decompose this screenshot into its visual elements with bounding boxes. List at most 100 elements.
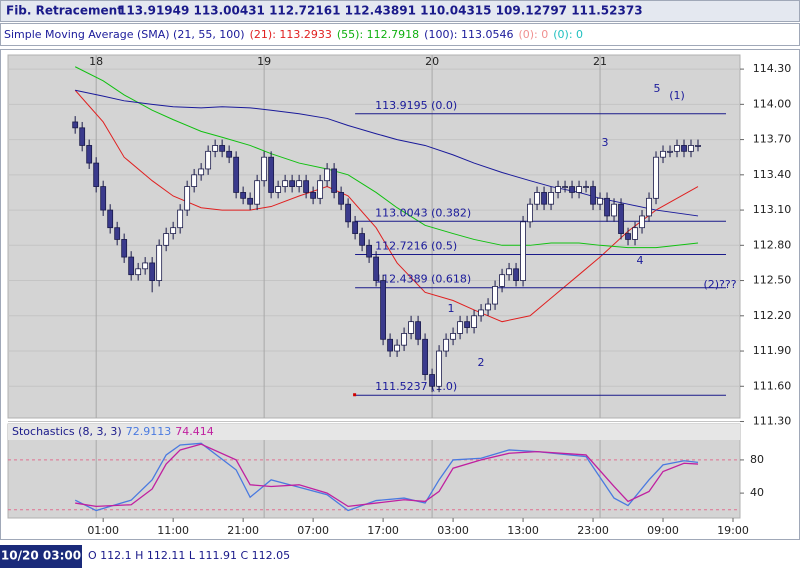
sma-legend-item: (55): 112.7918 — [337, 28, 419, 41]
sma-legend-item: (21): 113.2933 — [250, 28, 332, 41]
candle-body — [205, 150, 212, 170]
stoch-legend: Stochastics (8, 3, 3) 72.9113 74.414 — [12, 425, 214, 438]
candle-body — [100, 186, 107, 211]
candle-body — [681, 145, 687, 152]
candle-body — [688, 145, 694, 152]
candle-body — [352, 221, 359, 234]
candle-body — [646, 197, 652, 217]
stoch-line — [75, 443, 699, 508]
header-title: Fib. Retracement — [6, 4, 123, 18]
candle-body — [562, 186, 568, 188]
candle-body — [86, 145, 93, 164]
candle-body — [226, 150, 233, 158]
candle-body — [212, 145, 219, 152]
candle-body — [79, 127, 86, 146]
candle-body — [359, 233, 366, 246]
candle-body — [422, 338, 428, 375]
candle-body — [660, 150, 666, 158]
candle-body — [156, 244, 163, 281]
stoch-d-value: 74.414 — [175, 425, 214, 438]
candle-body — [93, 162, 100, 187]
day-label: 21 — [593, 55, 607, 68]
candle-body — [373, 256, 379, 281]
wave-label: 2 — [478, 356, 485, 369]
candle-body — [653, 156, 659, 199]
candle-body — [611, 203, 617, 217]
candle-body — [282, 180, 289, 187]
x-tick-label: 19:00 — [717, 524, 749, 537]
candle-body — [506, 268, 512, 276]
stoch-header — [8, 424, 740, 440]
candle-body — [576, 186, 582, 193]
candle-body — [219, 145, 226, 152]
candle-body — [625, 233, 631, 240]
y-tick-label: 113.40 — [753, 168, 792, 181]
candle-body — [443, 338, 449, 352]
status-date: 10/20 03:00 — [1, 549, 81, 563]
candle-body — [114, 227, 121, 240]
candle-body — [597, 197, 603, 205]
candle-body — [191, 174, 198, 187]
candle-body — [170, 227, 177, 234]
candle-body — [485, 303, 491, 311]
x-tick-label: 01:00 — [87, 524, 119, 537]
day-label: 19 — [257, 55, 271, 68]
y-tick-label: 112.80 — [753, 238, 792, 251]
candle-body — [254, 180, 261, 205]
candle-body — [478, 309, 484, 317]
candle-body — [289, 180, 296, 187]
y-tick-label: 113.10 — [753, 203, 792, 216]
candle-body — [548, 192, 554, 205]
candle-body — [408, 321, 414, 334]
candle-body — [261, 156, 268, 182]
fib-label: 111.5237 (1.0) — [375, 380, 457, 393]
candle-body — [695, 145, 701, 147]
candle-body — [366, 244, 373, 258]
candle-body — [590, 186, 596, 205]
candle-body — [177, 209, 184, 229]
candle-body — [499, 274, 505, 287]
candle-body — [233, 156, 240, 193]
fib-label: 113.0043 (0.382) — [375, 206, 471, 219]
sma-legend: Simple Moving Average (SMA) (21, 55, 100… — [4, 28, 583, 41]
y-tick-label: 111.90 — [753, 344, 792, 357]
candle-body — [436, 350, 442, 387]
candle-body — [135, 268, 142, 276]
candle-body — [583, 186, 589, 188]
candle-body — [121, 239, 128, 258]
sma-bar — [0, 23, 800, 46]
status-date-box — [0, 545, 82, 568]
candle-body — [296, 180, 303, 187]
stoch-k-value: 72.9113 — [126, 425, 172, 438]
x-tick-label: 21:00 — [227, 524, 259, 537]
candle-body — [149, 262, 156, 281]
candle-body — [401, 333, 407, 346]
day-label: 20 — [425, 55, 439, 68]
sma-legend-item: Simple Moving Average (SMA) (21, 55, 100… — [4, 28, 245, 41]
status-ohlc: O 112.1 H 112.11 L 111.91 C 112.05 — [88, 549, 290, 562]
y-tick-label: 112.50 — [753, 274, 792, 287]
x-tick-label: 13:00 — [507, 524, 539, 537]
candle-body — [387, 338, 393, 352]
day-label: 18 — [89, 55, 103, 68]
wave-label: (1) — [669, 89, 685, 102]
fib-label: 112.7216 (0.5) — [375, 240, 457, 253]
fib-label: 112.4389 (0.618) — [375, 273, 471, 286]
candle-body — [394, 344, 400, 352]
candle-body — [492, 286, 498, 305]
y-tick-label: 114.30 — [753, 62, 792, 75]
candle-body — [450, 333, 456, 340]
y-tick-label: 113.70 — [753, 133, 792, 146]
candle-body — [541, 192, 547, 205]
candle-body — [331, 168, 338, 193]
candle-body — [72, 121, 79, 129]
candle-body — [569, 186, 575, 193]
sma-line — [74, 66, 699, 249]
wave-label: (2)??? — [703, 278, 736, 291]
candle-body — [632, 227, 638, 240]
candle-body — [618, 203, 624, 234]
y-tick-label: 111.60 — [753, 379, 792, 392]
sma-legend-item: (100): 113.0546 — [424, 28, 513, 41]
wave-label: 4 — [637, 254, 644, 267]
sma-legend-item: (0): 0 — [518, 28, 548, 41]
